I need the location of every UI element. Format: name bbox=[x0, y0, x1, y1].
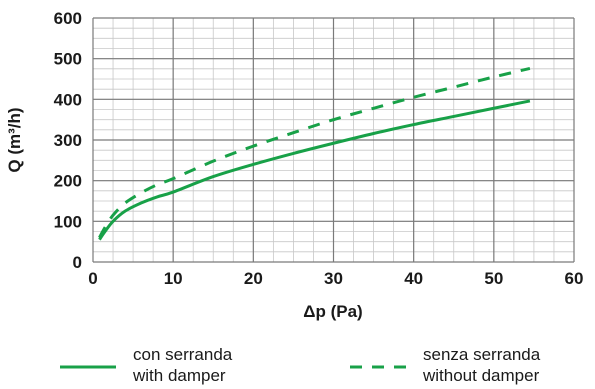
y-tick-labels: 0 100 200 300 400 500 600 bbox=[54, 9, 82, 272]
x-tick-label: 40 bbox=[404, 269, 423, 288]
grid-major-lines bbox=[92, 17, 575, 263]
y-tick-label: 100 bbox=[54, 212, 82, 231]
x-tick-label: 10 bbox=[164, 269, 183, 288]
x-tick-label: 60 bbox=[565, 269, 584, 288]
legend-label-with-damper-line1: con serranda bbox=[133, 345, 233, 364]
y-tick-label: 400 bbox=[54, 90, 82, 109]
y-tick-label: 0 bbox=[73, 253, 82, 272]
y-axis-title: Q (m³/h) bbox=[5, 107, 24, 172]
legend-label-without-damper-line1: senza serranda bbox=[423, 345, 541, 364]
y-tick-label: 300 bbox=[54, 131, 82, 150]
x-tick-label: 20 bbox=[244, 269, 263, 288]
series-line-without-damper bbox=[98, 66, 531, 239]
legend-label-without-damper-line2: without damper bbox=[422, 366, 540, 385]
series-line-with-damper bbox=[98, 99, 531, 241]
legend-label-with-damper-line2: with damper bbox=[132, 366, 226, 385]
x-tick-label: 50 bbox=[484, 269, 503, 288]
x-tick-label: 0 bbox=[88, 269, 97, 288]
x-axis-title: Δp (Pa) bbox=[303, 302, 362, 321]
x-tick-labels: 0 10 20 30 40 50 60 bbox=[88, 269, 583, 288]
x-tick-label: 30 bbox=[324, 269, 343, 288]
y-tick-label: 500 bbox=[54, 50, 82, 69]
series-lines bbox=[98, 66, 531, 241]
legend: con serranda with damper senza serranda … bbox=[60, 345, 541, 385]
y-tick-label: 200 bbox=[54, 172, 82, 191]
y-tick-label: 600 bbox=[54, 9, 82, 28]
